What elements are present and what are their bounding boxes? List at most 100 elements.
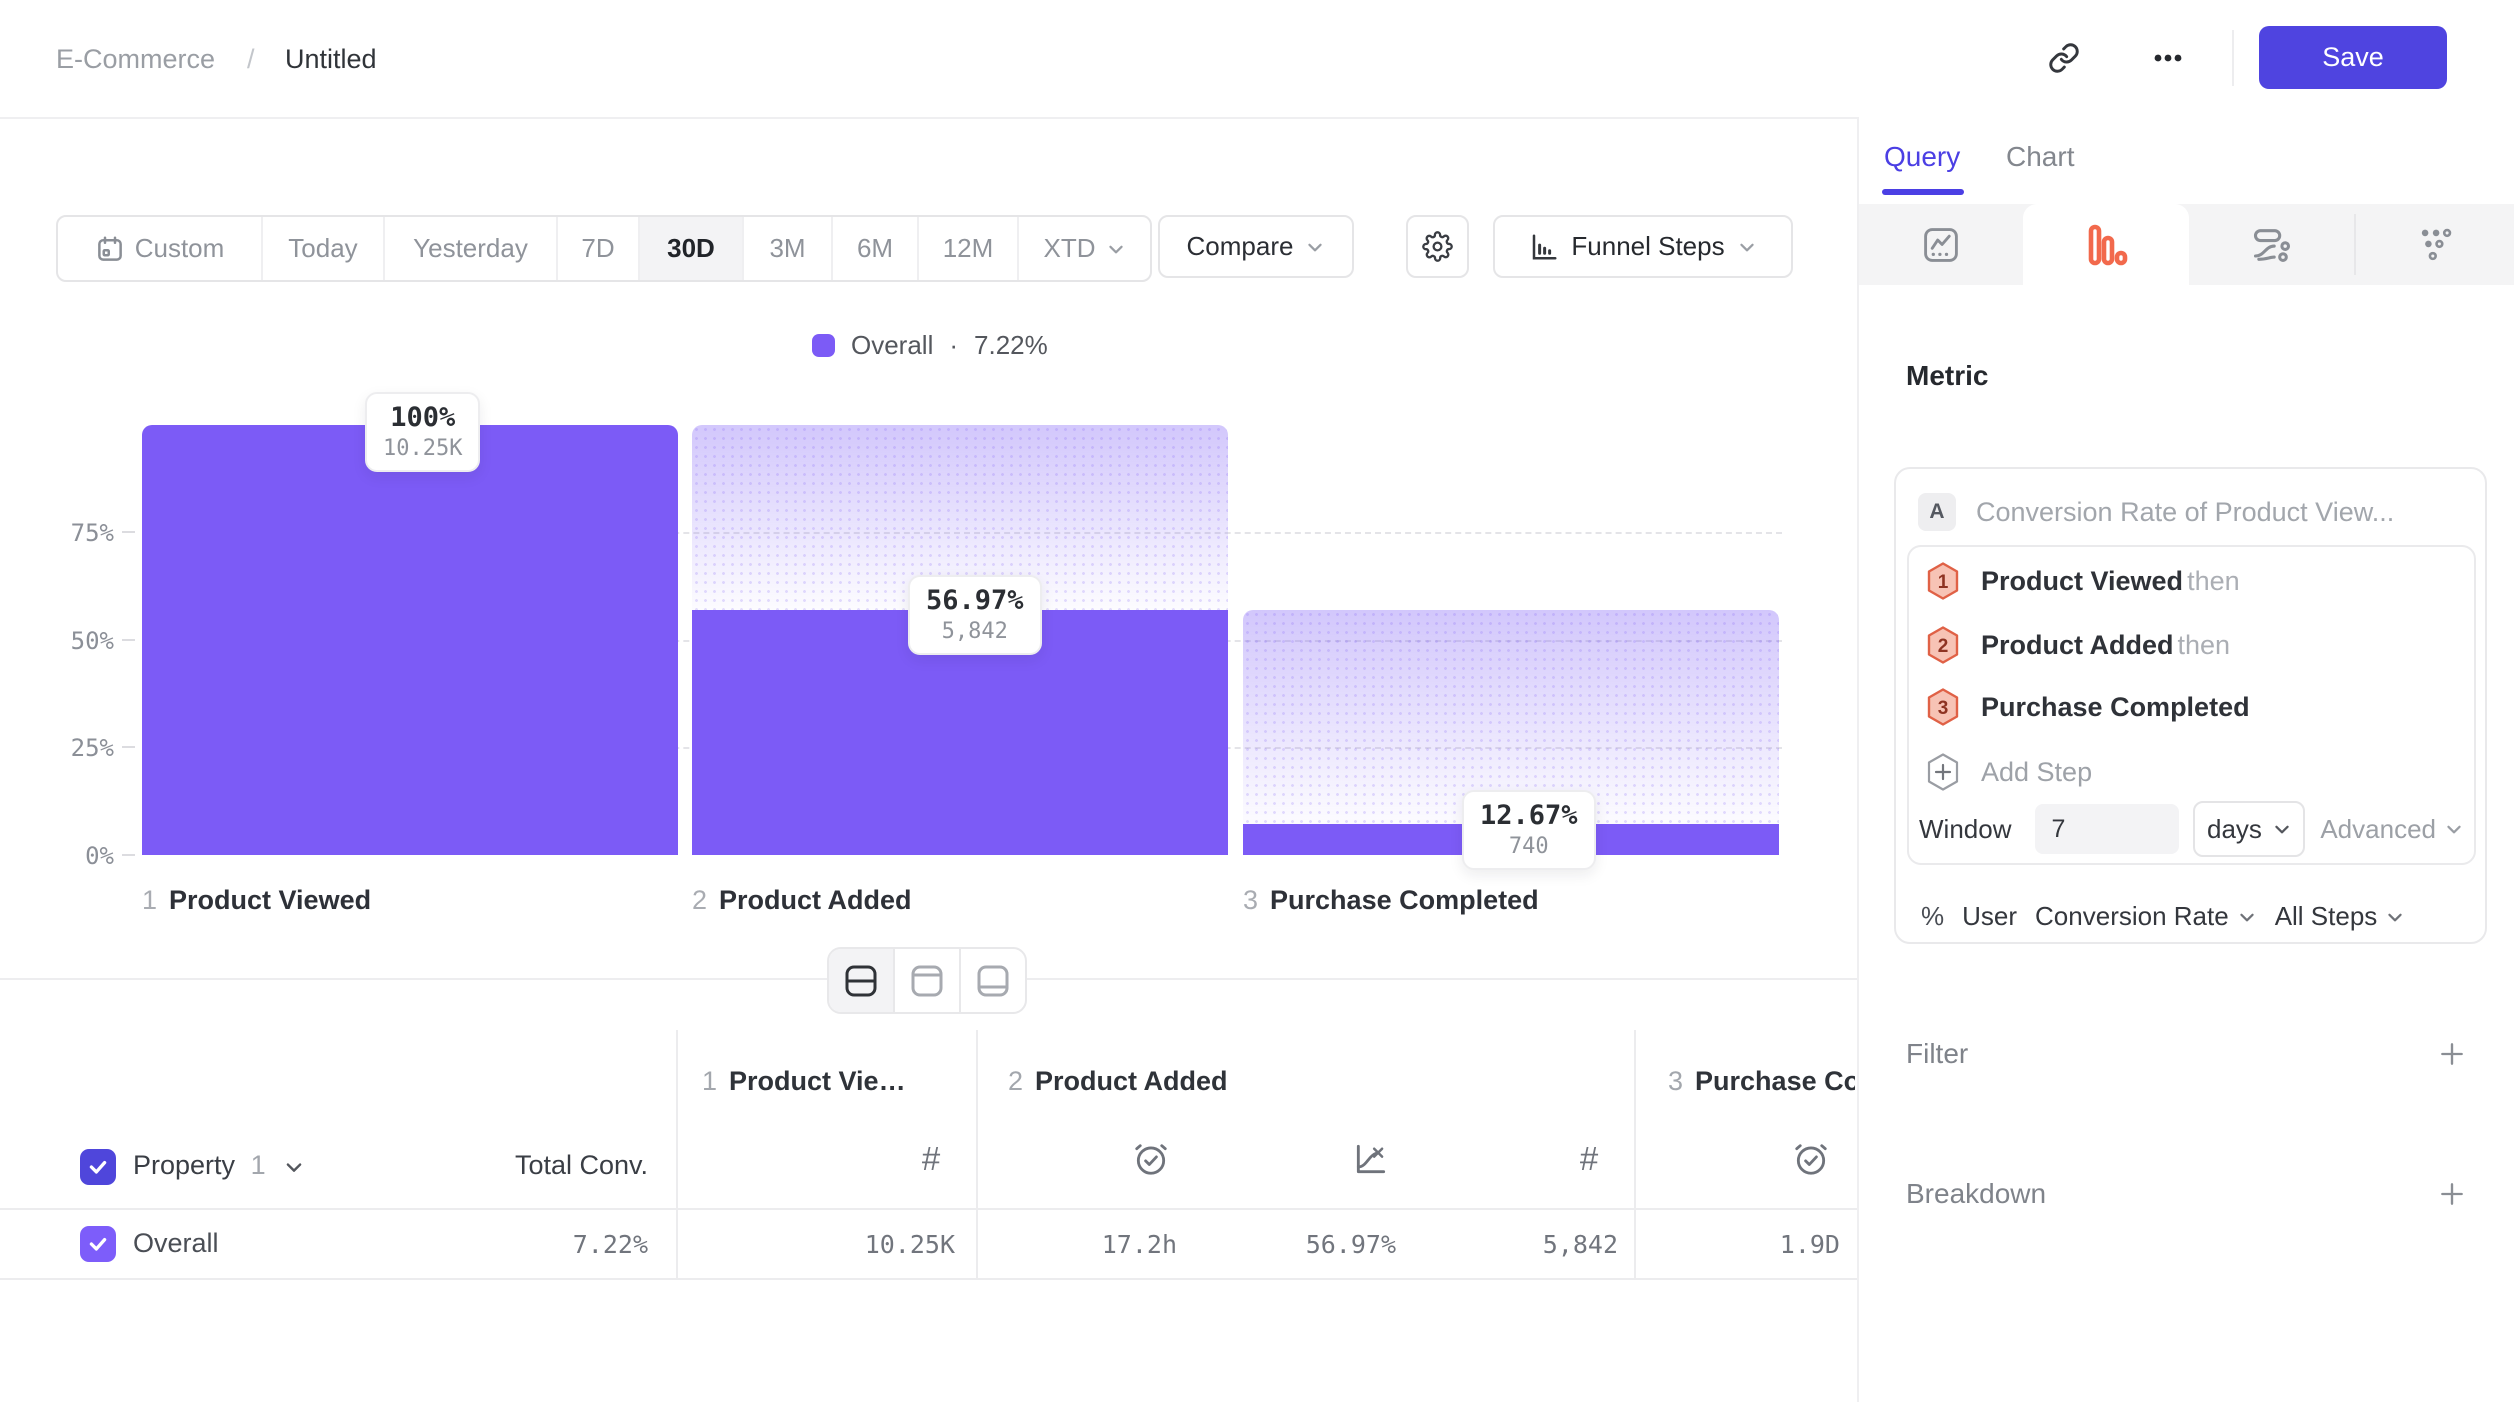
step-suffix: then <box>2187 565 2240 596</box>
avg-time-icon[interactable] <box>1791 1139 1831 1179</box>
date-range-label: 12M <box>942 233 994 263</box>
property-label: Property <box>133 1150 236 1180</box>
layout-chart-only-button[interactable] <box>895 949 961 1012</box>
query-step-3[interactable]: 3 Purchase Completed <box>1925 687 2254 727</box>
step-1-badge-icon: 1 <box>1925 561 1961 601</box>
calendar-icon <box>95 234 125 264</box>
svg-text:3: 3 <box>1938 698 1949 719</box>
metric-summary[interactable]: Conversion Rate of Product View... <box>1976 497 2395 527</box>
date-range-30d[interactable]: 30D <box>640 217 744 280</box>
funnel-bar-purchase-completed[interactable] <box>1243 425 1779 855</box>
plus-icon <box>2438 1040 2466 1068</box>
layout-split-button[interactable] <box>829 949 895 1012</box>
bar-value-label-1: 100% 10.25K <box>365 392 481 472</box>
funnel-bar-product-viewed[interactable] <box>142 425 678 855</box>
metric-badge[interactable]: A <box>1918 493 1956 531</box>
date-range-label: 7D <box>581 233 615 263</box>
date-range-6m[interactable]: 6M <box>833 217 919 280</box>
step-number: 3 <box>1668 1066 1684 1096</box>
tab-query[interactable]: Query <box>1884 141 1961 172</box>
date-range-3m[interactable]: 3M <box>744 217 833 280</box>
row-step2-uniques: 5,842 <box>1542 1230 1618 1259</box>
select-all-checkbox[interactable] <box>80 1149 116 1185</box>
window-value-input[interactable]: 7 <box>2035 804 2180 854</box>
date-range-today[interactable]: Today <box>263 217 385 280</box>
add-step-label: Add Step <box>1981 756 2093 787</box>
copy-link-button[interactable] <box>2036 30 2092 86</box>
save-button[interactable]: Save <box>2259 26 2447 89</box>
active-tab-underline <box>1882 189 1964 195</box>
funnel-bar-product-added[interactable] <box>692 425 1228 855</box>
more-menu-button[interactable] <box>2140 30 2196 86</box>
step-3-badge-icon: 3 <box>1925 687 1961 727</box>
bar-value-label-3: 12.67% 740 <box>1462 790 1596 870</box>
date-range-label: XTD <box>1043 233 1096 263</box>
row-label[interactable]: Overall <box>133 1228 219 1258</box>
column-divider <box>976 1030 978 1278</box>
row-step2-avg-time: 17.2h <box>1101 1230 1177 1259</box>
total-conv-header[interactable]: Total Conv. <box>514 1150 648 1180</box>
layout-table-only-button[interactable] <box>961 949 1025 1012</box>
plus-icon <box>2438 1180 2466 1208</box>
date-range-xtd[interactable]: XTD <box>1019 217 1150 280</box>
uniques-count-icon[interactable]: # <box>1579 1140 1599 1177</box>
date-range-label: 30D <box>667 233 715 263</box>
line-chart-icon <box>1919 223 1963 267</box>
property-header[interactable]: Property 1 <box>133 1150 305 1181</box>
legend-value: 7.22% <box>974 330 1048 360</box>
compare-button[interactable]: Compare <box>1158 215 1354 278</box>
measure-entity[interactable]: User <box>1962 901 2018 931</box>
date-range-yesterday[interactable]: Yesterday <box>385 217 558 280</box>
chevron-down-icon <box>2272 819 2292 839</box>
date-range-12m[interactable]: 12M <box>919 217 1019 280</box>
add-step-button[interactable]: Add Step <box>1925 752 2092 792</box>
metric-card: A Conversion Rate of Product View... 1 P… <box>1894 467 2487 944</box>
avg-time-icon[interactable] <box>1131 1139 1171 1179</box>
y-axis-mark <box>122 639 135 641</box>
link-icon <box>2048 42 2080 74</box>
chart-settings-button[interactable] <box>1406 215 1469 278</box>
breadcrumb-current[interactable]: Untitled <box>285 44 377 74</box>
split-view-icon <box>843 963 879 999</box>
window-unit-select[interactable]: days <box>2193 801 2306 857</box>
funnel-steps-card: 1 Product Viewed then 2 Product Added then… <box>1907 545 2476 865</box>
breadcrumb-separator: / <box>247 44 255 74</box>
breadcrumb-parent[interactable]: E-Commerce <box>56 44 216 74</box>
date-range-label: Today <box>288 233 358 263</box>
row-checkbox[interactable] <box>80 1226 116 1262</box>
chart-type-flows-tab[interactable] <box>2189 204 2354 285</box>
chart-type-network-tab[interactable] <box>2354 204 2514 285</box>
measure-scope-select[interactable]: All Steps <box>2275 901 2406 932</box>
chevron-down-icon <box>2237 907 2257 927</box>
date-range-custom[interactable]: Custom <box>58 217 263 280</box>
conversion-rate-chart-icon[interactable] <box>1351 1139 1391 1179</box>
tab-chart[interactable]: Chart <box>2006 141 2075 172</box>
uniques-count-icon[interactable]: # <box>921 1140 941 1177</box>
x-label-step-3: 3 Purchase Completed <box>1243 885 1539 916</box>
x-label-step-2: 2 Product Added <box>692 885 912 916</box>
chart-type-insights-tab[interactable] <box>1859 204 2023 285</box>
query-step-2[interactable]: 2 Product Added then <box>1925 625 2230 665</box>
top-bar: E-Commerce / Untitled Save <box>0 0 2514 119</box>
chevron-down-icon <box>1305 237 1325 257</box>
chevron-down-icon <box>1106 239 1126 259</box>
date-range-label: 3M <box>769 233 806 263</box>
advanced-toggle[interactable]: Advanced <box>2320 814 2464 845</box>
filter-section: Filter <box>1859 1024 2514 1084</box>
measure-type-select[interactable]: Conversion Rate <box>2035 901 2257 932</box>
bar-count: 740 <box>1508 834 1549 859</box>
add-breakdown-button[interactable] <box>2438 1180 2466 1208</box>
funnel-chart <box>142 425 1782 855</box>
date-range-7d[interactable]: 7D <box>558 217 640 280</box>
y-axis-mark <box>122 746 135 748</box>
conversion-window-row: Window 7 days Advanced <box>1919 799 2464 859</box>
add-filter-button[interactable] <box>2438 1040 2466 1068</box>
y-axis-tick-75: 75% <box>70 519 114 547</box>
legend-swatch <box>812 334 835 357</box>
query-step-1[interactable]: 1 Product Viewed then <box>1925 561 2240 601</box>
chart-type-funnel-tab[interactable] <box>2023 204 2189 285</box>
chart-type-button[interactable]: Funnel Steps <box>1493 215 1793 278</box>
chart-legend[interactable]: Overall · 7.22% <box>812 330 1048 361</box>
step-event-name: Product Viewed <box>1981 565 2184 596</box>
